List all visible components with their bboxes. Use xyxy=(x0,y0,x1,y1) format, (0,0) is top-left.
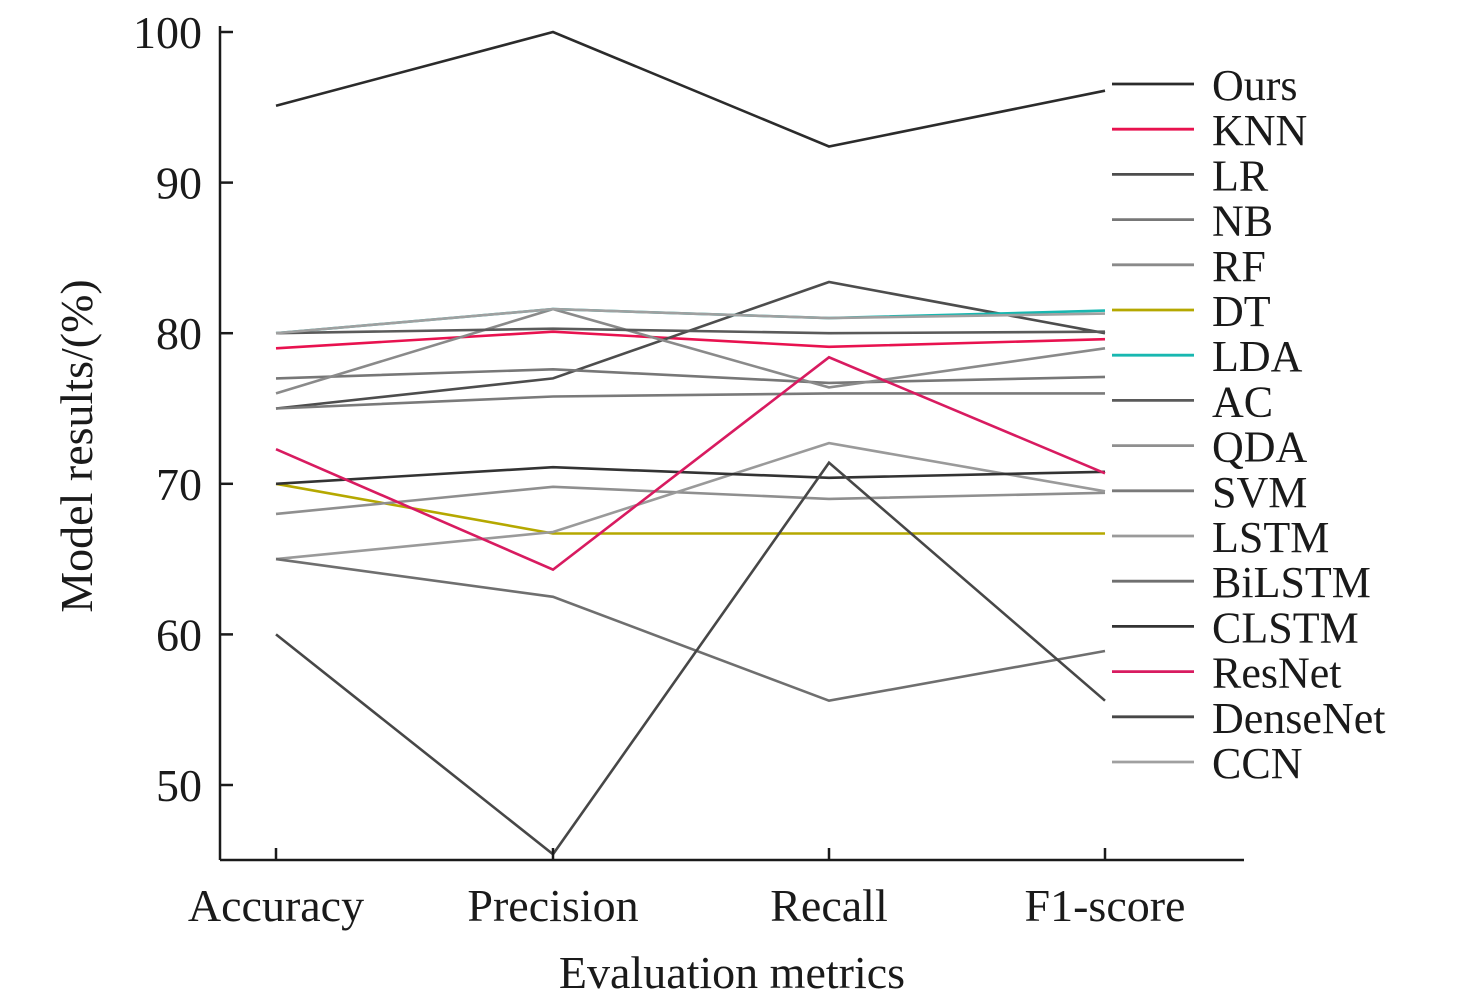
legend-label: LDA xyxy=(1212,332,1303,381)
legend-label: BiLSTM xyxy=(1212,558,1371,607)
y-tick-label: 80 xyxy=(156,308,202,359)
series-line-resnet xyxy=(275,355,1106,572)
x-tick-label: Precision xyxy=(467,880,638,931)
legend-item-dt: DT xyxy=(1112,287,1271,336)
series-line-densenet xyxy=(275,460,1106,857)
x-tick-label: Accuracy xyxy=(188,880,364,931)
x-axis-title: Evaluation metrics xyxy=(559,947,905,998)
axes-layer: 50 60 70 80 90 100 Accuracy Precision Recall F1-s… xyxy=(133,7,1244,931)
legend-item-nb: NB xyxy=(1112,197,1273,246)
legend-item-clstm: CLSTM xyxy=(1112,603,1359,652)
y-axis-title: Model results/(%) xyxy=(51,279,102,612)
series-line-knn xyxy=(275,330,1106,350)
legend-label: LR xyxy=(1212,151,1269,200)
legend-item-lstm: LSTM xyxy=(1112,513,1329,562)
y-tick-label: 70 xyxy=(156,459,202,510)
legend-label: CLSTM xyxy=(1212,603,1359,652)
x-tick-label: Recall xyxy=(770,880,888,931)
legend-item-svm: SVM xyxy=(1112,468,1307,517)
legend-item-densenet: DenseNet xyxy=(1112,694,1386,743)
legend-item-rf: RF xyxy=(1112,242,1266,291)
series-line-lstm xyxy=(275,441,1106,561)
legend-label: KNN xyxy=(1212,106,1307,155)
legend-label: NB xyxy=(1212,197,1273,246)
legend: OursKNNLRNBRFDTLDAACQDASVMLSTMBiLSTMCLST… xyxy=(1112,61,1386,788)
series-line-bilstm xyxy=(275,557,1106,703)
series-line-svm xyxy=(275,392,1105,410)
legend-label: AC xyxy=(1212,377,1273,426)
series-line-clstm xyxy=(275,465,1106,486)
y-tick-label: 60 xyxy=(156,609,202,660)
legend-item-ours: Ours xyxy=(1112,61,1298,110)
legend-label: Ours xyxy=(1212,61,1298,110)
series-line-ac xyxy=(275,327,1106,335)
legend-label: RF xyxy=(1212,242,1266,291)
legend-item-bilstm: BiLSTM xyxy=(1112,558,1371,607)
series-line-dt xyxy=(275,482,1105,535)
legend-item-ac: AC xyxy=(1112,377,1273,426)
legend-label: SVM xyxy=(1212,468,1307,517)
legend-item-ccn: CCN xyxy=(1112,739,1302,788)
series-line-ccn xyxy=(275,307,1106,335)
legend-label: QDA xyxy=(1212,423,1308,472)
series-line-nb xyxy=(275,367,1106,385)
legend-item-resnet: ResNet xyxy=(1112,649,1342,698)
y-tick-label: 90 xyxy=(156,158,202,209)
y-tick-label: 100 xyxy=(133,7,202,58)
series-line-lr xyxy=(275,280,1106,410)
legend-label: DenseNet xyxy=(1212,694,1386,743)
y-tick-label: 50 xyxy=(156,760,202,811)
legend-label: ResNet xyxy=(1212,649,1342,698)
legend-item-knn: KNN xyxy=(1112,106,1307,155)
series-layer xyxy=(275,30,1106,857)
legend-item-lr: LR xyxy=(1112,151,1269,200)
x-tick-label: F1-score xyxy=(1025,880,1186,931)
legend-label: LSTM xyxy=(1212,513,1329,562)
legend-label: CCN xyxy=(1212,739,1302,788)
series-line-qda xyxy=(275,485,1106,516)
legend-label: DT xyxy=(1212,287,1271,336)
series-line-rf xyxy=(275,307,1106,395)
series-line-ours xyxy=(275,30,1106,148)
legend-item-qda: QDA xyxy=(1112,423,1308,472)
legend-item-lda: LDA xyxy=(1112,332,1303,381)
